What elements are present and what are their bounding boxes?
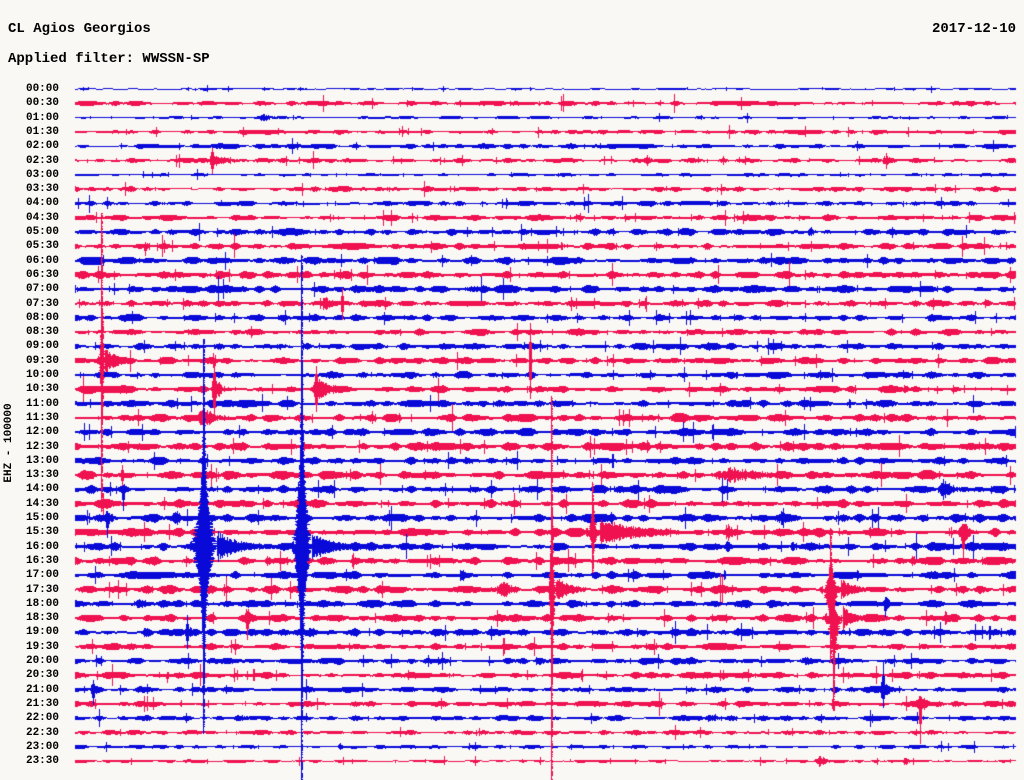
row-time-label: 22:00 (25, 712, 59, 725)
row-time-label: 06:00 (25, 254, 59, 267)
row-time-label: 21:30 (25, 697, 59, 710)
row-time-label: 14:30 (25, 497, 59, 510)
row-time-label: 02:00 (25, 140, 59, 153)
row-time-label: 08:00 (25, 311, 59, 324)
row-time-label: 19:30 (25, 640, 59, 653)
row-time-label: 06:30 (25, 268, 59, 281)
row-time-label: 20:30 (25, 669, 59, 682)
row-time-label: 11:30 (25, 411, 59, 424)
row-time-label: 19:00 (25, 626, 59, 639)
row-time-label: 13:00 (25, 454, 59, 467)
row-time-label: 20:00 (25, 655, 59, 667)
row-time-label: 16:00 (25, 540, 59, 553)
row-time-label: 17:30 (25, 583, 59, 596)
row-time-label: 04:00 (25, 197, 59, 210)
row-time-label: 08:30 (25, 326, 59, 339)
row-time-label: 18:00 (25, 597, 59, 610)
row-time-label: 10:00 (25, 369, 59, 381)
row-time-label: 18:30 (25, 612, 59, 625)
row-time-label: 00:00 (25, 83, 59, 95)
row-time-label: 02:30 (25, 154, 59, 167)
row-time-label: 23:00 (25, 740, 59, 753)
row-time-label: 15:00 (25, 512, 59, 524)
row-time-label: 09:00 (25, 340, 59, 353)
row-time-label: 03:00 (25, 168, 59, 181)
row-time-label: 17:00 (25, 569, 59, 582)
row-time-label: 15:30 (25, 526, 59, 539)
row-time-label: 07:00 (25, 283, 59, 296)
row-time-label: 04:30 (25, 211, 59, 224)
row-time-label: 05:30 (25, 240, 59, 253)
row-time-label: 03:30 (25, 183, 59, 196)
row-time-label: 00:30 (25, 97, 59, 110)
row-time-label: 09:30 (25, 354, 59, 367)
row-time-label: 22:30 (25, 726, 59, 739)
row-time-label: 14:00 (25, 483, 59, 496)
row-time-label: 13:30 (25, 469, 59, 482)
row-time-label: 07:30 (25, 297, 59, 310)
row-time-label: 16:30 (25, 554, 59, 567)
row-time-label: 05:00 (25, 226, 59, 238)
row-time-label: 21:00 (25, 683, 59, 696)
row-time-label: 12:00 (25, 426, 59, 439)
row-time-label: 23:30 (25, 755, 59, 768)
row-time-label: 01:30 (25, 125, 59, 138)
row-time-label: 01:00 (25, 111, 59, 124)
row-time-label: 11:00 (25, 397, 59, 410)
row-time-label: 10:30 (25, 383, 59, 396)
row-time-label: 12:30 (25, 440, 59, 453)
